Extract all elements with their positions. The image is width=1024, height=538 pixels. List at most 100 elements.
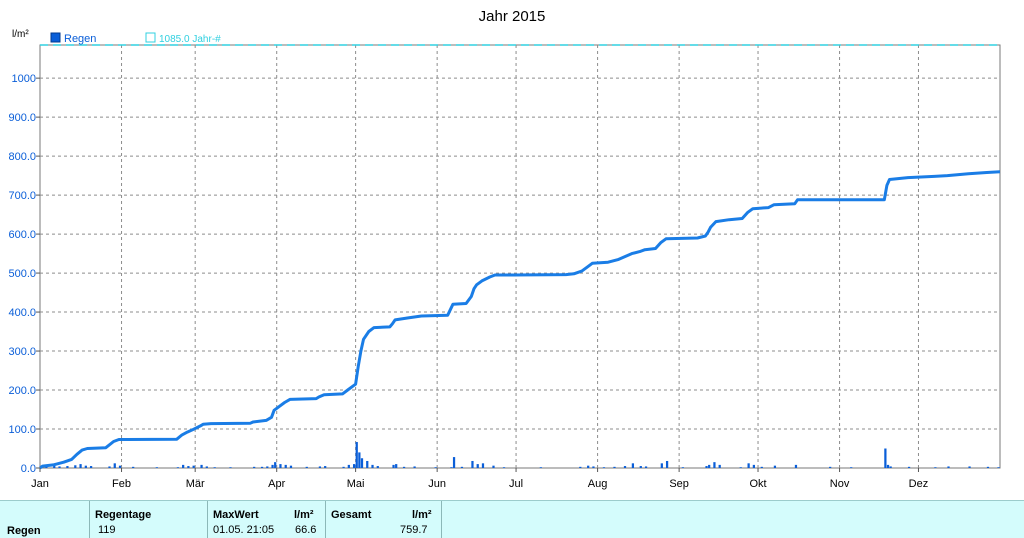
daily-rain-bar xyxy=(187,466,190,468)
daily-rain-bar xyxy=(84,465,87,468)
daily-rain-bar xyxy=(176,467,180,468)
daily-rain-bar xyxy=(934,467,937,468)
daily-rain-bar xyxy=(986,466,990,468)
daily-bars xyxy=(45,442,1000,468)
x-tick-label: Dez xyxy=(909,478,929,490)
daily-rain-bar xyxy=(274,462,277,468)
daily-rain-bar xyxy=(229,467,232,468)
y-tick-label: 300.0 xyxy=(8,346,36,358)
daily-rain-bar xyxy=(997,467,1000,468)
daily-rain-bar xyxy=(260,466,264,468)
daily-rain-bar xyxy=(366,460,369,468)
x-tick-label: Nov xyxy=(830,478,850,490)
daily-rain-bar xyxy=(681,467,684,468)
daily-rain-bar xyxy=(253,466,256,468)
y-tick-label: 100.0 xyxy=(8,424,36,436)
x-tick-label: Aug xyxy=(588,478,608,490)
y-tick-label: 700.0 xyxy=(8,190,36,202)
daily-rain-bar xyxy=(460,466,464,468)
daily-rain-bar xyxy=(476,464,479,468)
daily-rain-bar xyxy=(279,464,282,468)
daily-rain-bar xyxy=(402,466,406,468)
y-axis-ticks: 0.0 100.0 200.0 300.0 400.0 500.0 600.0 700.0 80… xyxy=(8,73,40,475)
daily-rain-bar xyxy=(492,465,495,468)
daily-rain-bar xyxy=(205,466,208,468)
daily-rain-bar xyxy=(773,465,777,468)
daily-rain-bar xyxy=(708,464,711,468)
daily-rain-bar xyxy=(947,466,950,468)
x-tick-label: Jul xyxy=(509,478,523,490)
daily-rain-bar xyxy=(613,466,616,468)
x-tick-label: Mai xyxy=(347,478,365,490)
y-tick-label: 200.0 xyxy=(8,385,36,397)
daily-rain-bar xyxy=(752,464,756,468)
daily-rain-bar xyxy=(639,466,642,468)
daily-rain-bar xyxy=(579,466,582,468)
stats-panel: Regen Regentage 119 MaxWert l/m² 01.05. … xyxy=(0,500,1024,538)
y-tick-label: 800.0 xyxy=(8,151,36,163)
daily-rain-bar xyxy=(602,467,606,468)
maxwert-date: 01.05. 21:05 xyxy=(213,524,275,536)
x-axis-ticks: Jan Feb Mär Apr Mai Jun Jul Aug Sep Okt Nov Dez xyxy=(31,468,928,490)
daily-rain-bar xyxy=(665,460,669,468)
daily-rain-bar xyxy=(305,466,308,468)
daily-rain-bar xyxy=(79,464,82,468)
daily-rain-bar xyxy=(747,463,750,468)
daily-rain-bar xyxy=(587,465,590,468)
x-tick-label: Apr xyxy=(268,478,285,490)
legend-swatch-reference xyxy=(145,32,156,43)
gesamt-label: Gesamt xyxy=(331,509,372,521)
daily-rain-bar xyxy=(660,463,663,468)
rain-chart: 0.0 100.0 200.0 300.0 400.0 500.0 600.0 700.0 80… xyxy=(8,8,1001,490)
daily-rain-bar xyxy=(58,466,61,468)
daily-rain-bar xyxy=(850,467,853,468)
legend: Regen 1085.0 Jahr-# xyxy=(50,32,221,45)
legend-label-regen: Regen xyxy=(64,33,96,45)
daily-rain-bar xyxy=(718,464,721,468)
daily-rain-bar xyxy=(45,466,48,468)
daily-rain-bar xyxy=(392,464,395,468)
daily-rain-bar xyxy=(182,464,185,468)
daily-rain-bar xyxy=(358,452,361,468)
chart-title: Jahr 2015 xyxy=(479,8,546,25)
daily-rain-bar xyxy=(450,467,453,468)
daily-rain-bar xyxy=(132,466,135,468)
stats-divider xyxy=(441,501,442,538)
daily-rain-bar xyxy=(342,466,345,468)
gesamt-value: 759.7 xyxy=(400,524,428,536)
daily-rain-bar xyxy=(155,467,158,468)
daily-rain-bar xyxy=(631,463,635,468)
daily-rain-bar xyxy=(108,466,111,468)
daily-rain-bar xyxy=(907,466,911,468)
maxwert-unit: l/m² xyxy=(294,509,314,521)
daily-rain-bar xyxy=(53,465,56,468)
daily-rain-bar xyxy=(502,467,506,468)
daily-rain-bar xyxy=(371,464,374,468)
legend-swatch-regen xyxy=(50,32,61,43)
daily-rain-bar xyxy=(200,464,203,468)
daily-rain-bar xyxy=(360,458,364,468)
daily-rain-bar xyxy=(889,466,892,468)
daily-rain-bar xyxy=(644,466,648,468)
daily-rain-bar xyxy=(74,465,77,468)
daily-rain-bar xyxy=(760,466,763,468)
daily-rain-bar xyxy=(324,466,327,468)
grid xyxy=(40,45,1000,468)
cumulative-series xyxy=(39,170,1001,470)
regentage-cell: Regentage 119 xyxy=(89,501,207,538)
daily-rain-bar xyxy=(192,465,195,468)
daily-rain-bar xyxy=(376,466,379,468)
daily-rain-bar xyxy=(592,466,595,468)
y-tick-label: 600.0 xyxy=(8,229,36,241)
daily-rain-bar xyxy=(539,467,542,468)
x-tick-label: Sep xyxy=(669,478,689,490)
y-axis-unit: l/m² xyxy=(12,29,29,40)
y-tick-label: 500.0 xyxy=(8,268,36,280)
maxwert-label: MaxWert xyxy=(213,509,259,521)
daily-rain-bar xyxy=(452,457,456,468)
maxwert-cell: MaxWert l/m² 01.05. 21:05 66.6 xyxy=(207,501,325,538)
daily-rain-bar xyxy=(113,463,116,468)
daily-rain-bar xyxy=(266,466,269,468)
daily-rain-bar xyxy=(471,460,474,468)
legend-label-reference: 1085.0 Jahr-# xyxy=(159,34,221,45)
